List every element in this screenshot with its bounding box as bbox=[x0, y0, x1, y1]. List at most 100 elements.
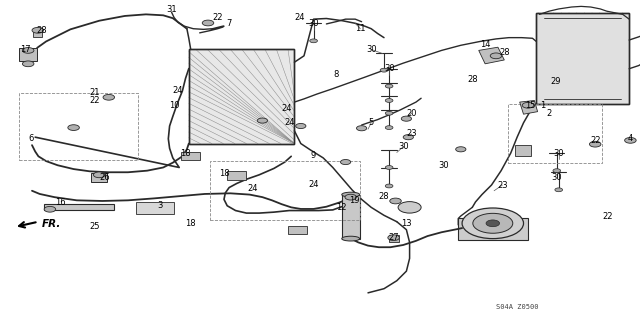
Text: 19: 19 bbox=[349, 197, 359, 205]
Circle shape bbox=[44, 206, 56, 212]
Text: 28: 28 bbox=[36, 26, 47, 35]
Text: 24: 24 bbox=[248, 184, 258, 193]
Text: 20: 20 bbox=[406, 109, 417, 118]
Circle shape bbox=[32, 27, 44, 33]
Circle shape bbox=[385, 166, 393, 169]
Text: 2: 2 bbox=[547, 109, 552, 118]
Text: 13: 13 bbox=[401, 219, 412, 228]
Bar bbox=[458, 218, 528, 240]
Text: 28: 28 bbox=[379, 192, 389, 201]
Polygon shape bbox=[520, 100, 538, 114]
Bar bbox=[227, 171, 246, 180]
Bar bbox=[342, 195, 360, 239]
Circle shape bbox=[522, 102, 534, 108]
Text: 30: 30 bbox=[366, 45, 376, 54]
Text: 1: 1 bbox=[540, 101, 545, 110]
Circle shape bbox=[22, 61, 34, 67]
Text: 24: 24 bbox=[173, 86, 183, 95]
Circle shape bbox=[68, 125, 79, 130]
Circle shape bbox=[398, 202, 421, 213]
Text: 30: 30 bbox=[398, 142, 408, 151]
Text: 30: 30 bbox=[552, 173, 562, 182]
Bar bbox=[33, 28, 42, 37]
Circle shape bbox=[462, 208, 524, 239]
Text: 10: 10 bbox=[169, 101, 179, 110]
Text: 22: 22 bbox=[90, 96, 100, 105]
Circle shape bbox=[486, 220, 500, 227]
Bar bbox=[44, 204, 114, 210]
Ellipse shape bbox=[342, 236, 360, 241]
Text: 5: 5 bbox=[369, 118, 374, 127]
Circle shape bbox=[553, 169, 561, 173]
Text: 23: 23 bbox=[406, 130, 417, 138]
Circle shape bbox=[385, 84, 393, 88]
Circle shape bbox=[385, 99, 393, 102]
Circle shape bbox=[345, 194, 356, 200]
Circle shape bbox=[93, 172, 105, 178]
Text: S04A Z0500: S04A Z0500 bbox=[496, 304, 538, 310]
Circle shape bbox=[103, 94, 115, 100]
Bar bbox=[536, 13, 629, 104]
Circle shape bbox=[490, 53, 502, 59]
Text: 7: 7 bbox=[227, 19, 232, 28]
Circle shape bbox=[388, 235, 399, 241]
Circle shape bbox=[456, 147, 466, 152]
Ellipse shape bbox=[342, 192, 360, 197]
Text: 23: 23 bbox=[497, 181, 508, 189]
Bar bbox=[288, 226, 307, 234]
Text: 12: 12 bbox=[336, 203, 346, 212]
Text: 22: 22 bbox=[590, 136, 600, 145]
Text: 22: 22 bbox=[212, 13, 223, 22]
Text: 15: 15 bbox=[525, 101, 535, 110]
Text: 26: 26 bbox=[99, 173, 109, 182]
Text: 22: 22 bbox=[603, 212, 613, 221]
Text: FR.: FR. bbox=[42, 219, 61, 229]
Text: 24: 24 bbox=[285, 118, 295, 127]
Text: 8: 8 bbox=[333, 70, 339, 79]
Circle shape bbox=[380, 68, 388, 72]
Bar bbox=[19, 93, 138, 160]
Circle shape bbox=[385, 111, 393, 115]
Text: 29: 29 bbox=[550, 77, 561, 86]
Text: 24: 24 bbox=[294, 13, 305, 22]
Bar bbox=[508, 104, 602, 163]
Bar bbox=[19, 48, 37, 61]
Bar bbox=[136, 202, 174, 214]
Circle shape bbox=[356, 126, 367, 131]
Circle shape bbox=[390, 198, 401, 204]
Circle shape bbox=[403, 135, 413, 140]
Text: 30: 30 bbox=[554, 149, 564, 158]
Circle shape bbox=[401, 116, 412, 121]
Text: 3: 3 bbox=[157, 201, 163, 210]
Bar bbox=[91, 173, 107, 182]
Circle shape bbox=[22, 48, 34, 53]
Text: 25: 25 bbox=[90, 222, 100, 231]
Text: 27: 27 bbox=[388, 233, 399, 242]
Text: 24: 24 bbox=[282, 104, 292, 113]
Text: 18: 18 bbox=[180, 149, 191, 158]
Circle shape bbox=[385, 126, 393, 130]
Bar bbox=[210, 161, 360, 220]
Circle shape bbox=[296, 123, 306, 129]
Text: 30: 30 bbox=[438, 161, 449, 170]
Text: 4: 4 bbox=[628, 134, 633, 143]
Text: 28: 28 bbox=[467, 75, 477, 84]
Text: 11: 11 bbox=[355, 24, 365, 33]
Text: 31: 31 bbox=[166, 5, 177, 14]
Circle shape bbox=[385, 184, 393, 188]
Text: 9: 9 bbox=[311, 151, 316, 160]
Circle shape bbox=[555, 188, 563, 192]
Text: 30: 30 bbox=[308, 19, 319, 28]
Circle shape bbox=[625, 137, 636, 143]
Bar bbox=[536, 13, 629, 104]
Text: 18: 18 bbox=[186, 219, 196, 228]
Bar bbox=[189, 49, 294, 144]
Circle shape bbox=[340, 160, 351, 165]
Text: 14: 14 bbox=[480, 40, 490, 49]
Polygon shape bbox=[479, 47, 504, 64]
Text: 24: 24 bbox=[308, 180, 319, 189]
Text: 17: 17 bbox=[20, 45, 31, 54]
Bar bbox=[515, 145, 531, 156]
Circle shape bbox=[473, 213, 513, 233]
Circle shape bbox=[589, 141, 601, 147]
